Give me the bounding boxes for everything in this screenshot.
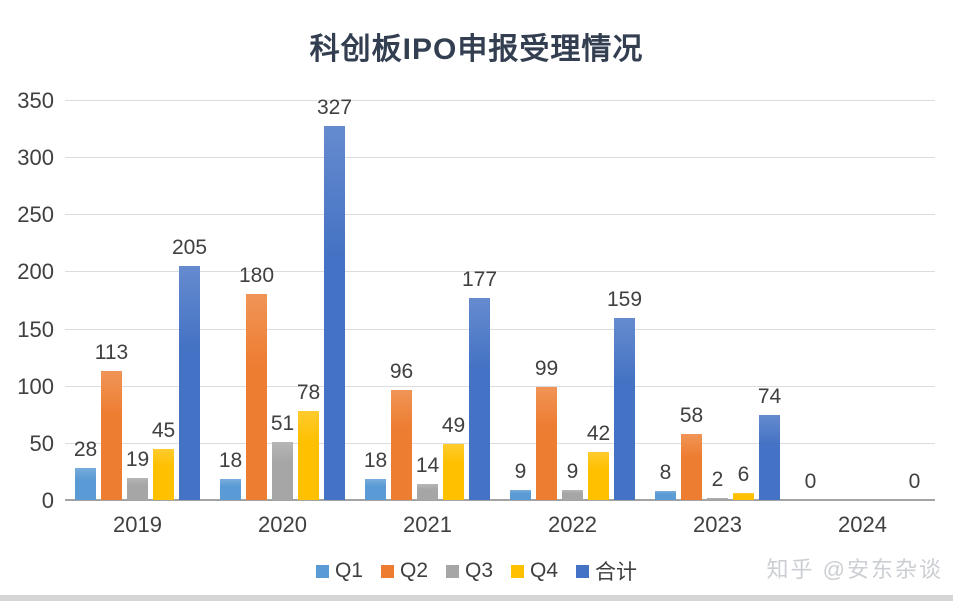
bar-q1-2021	[365, 479, 386, 500]
legend-label: Q3	[465, 559, 494, 582]
bar-value-合计-2024: 0	[908, 470, 921, 493]
bar-value-合计-2022: 159	[606, 288, 643, 312]
legend-swatch-icon	[380, 564, 394, 578]
bar-q3-2020	[272, 441, 293, 500]
bar-q3-2021	[417, 484, 438, 500]
bar-value-q1-2020: 18	[218, 449, 243, 473]
bar-value-q4-2022: 42	[586, 422, 611, 445]
bar-value-q1-2024: 0	[804, 470, 817, 493]
bar-q1-2020	[220, 479, 241, 500]
gridline-50	[65, 442, 935, 444]
chart-title: 科创板IPO申报受理情况	[309, 33, 644, 66]
bar-q1-2019	[75, 468, 96, 500]
bar-合计-2022	[614, 318, 635, 500]
plot-area: 28 113 19 45 205 18 180 51 78 327 18 96 14 49 177 9 99 9 4…	[65, 96, 935, 501]
bar-q3-2023	[707, 497, 728, 500]
legend-label: 合计	[595, 561, 638, 584]
bar-q4-2020	[298, 410, 319, 500]
gridline-300	[65, 157, 935, 159]
bar-q3-2019	[127, 478, 148, 500]
gridline-350	[65, 100, 935, 101]
bar-q2-2019	[101, 370, 122, 500]
bar-value-q3-2022: 9	[566, 459, 579, 483]
bar-合计-2021	[469, 297, 490, 500]
legend-swatch-icon	[576, 564, 590, 578]
bar-value-q1-2021: 18	[363, 449, 388, 473]
bar-value-q2-2020: 180	[238, 264, 275, 288]
x-axis-line	[65, 499, 935, 501]
bar-value-q3-2021: 14	[415, 454, 440, 477]
bar-value-q4-2023: 6	[737, 463, 750, 487]
gridline-100	[65, 385, 935, 387]
legend-item-q3: Q3	[446, 559, 493, 583]
watermark: 知乎 @安东杂谈	[766, 557, 943, 582]
bar-q4-2022	[588, 452, 609, 500]
bar-value-q2-2019: 113	[94, 340, 129, 364]
bar-value-q2-2021: 96	[389, 360, 414, 384]
bar-合计-2020	[324, 126, 345, 500]
bar-value-合计-2021: 177	[461, 267, 498, 291]
y-tick-label-250: 250	[17, 202, 54, 228]
y-tick-label-350: 350	[17, 88, 54, 113]
x-tick-label-2023: 2023	[693, 512, 742, 537]
bar-q3-2022	[562, 489, 583, 500]
legend-label: Q1	[334, 559, 363, 582]
legend-swatch-icon	[315, 564, 329, 578]
gridline-250	[65, 214, 935, 216]
bar-value-合计-2023: 74	[757, 385, 782, 409]
x-tick-label-2019: 2019	[113, 512, 162, 537]
gridline-200	[65, 271, 935, 273]
bar-value-q3-2019: 19	[125, 448, 150, 472]
legend-swatch-icon	[446, 564, 459, 578]
bar-value-q2-2023: 58	[679, 403, 704, 427]
bar-q4-2019	[153, 448, 174, 500]
bar-value-合计-2019: 205	[171, 235, 208, 259]
legend-item-q4: Q4	[511, 559, 558, 583]
legend-label: Q4	[530, 559, 559, 582]
bar-q2-2022	[536, 386, 557, 500]
bar-value-q1-2022: 9	[514, 459, 527, 483]
x-tick-label-2020: 2020	[258, 512, 307, 537]
bottom-edge-strip	[0, 595, 953, 601]
bar-value-q1-2019: 28	[73, 438, 98, 461]
legend-item-q1: Q1	[315, 559, 363, 583]
bar-q1-2022	[510, 489, 531, 500]
bar-value-q1-2023: 8	[659, 460, 672, 484]
legend-label: Q2	[399, 559, 428, 582]
bar-value-q3-2020: 51	[270, 411, 295, 435]
bar-q4-2023	[733, 493, 754, 500]
y-tick-label-50: 50	[29, 430, 54, 456]
bar-q2-2020	[246, 294, 267, 500]
y-tick-label-200: 200	[17, 259, 54, 285]
bar-q2-2021	[391, 390, 412, 500]
legend-item-合计: 合计	[576, 556, 637, 586]
bar-value-合计-2020: 327	[316, 96, 353, 120]
gridline-150	[65, 328, 935, 330]
x-tick-label-2022: 2022	[548, 512, 597, 537]
bar-q4-2021	[443, 444, 464, 500]
y-tick-label-100: 100	[17, 373, 54, 399]
bar-value-q4-2021: 49	[441, 414, 466, 437]
y-tick-label-0: 0	[41, 488, 54, 513]
bar-q1-2023	[655, 490, 676, 500]
legend-swatch-icon	[511, 564, 525, 578]
bar-value-q4-2020: 78	[296, 380, 321, 404]
y-tick-label-150: 150	[17, 316, 54, 342]
x-tick-label-2021: 2021	[403, 512, 452, 537]
y-tick-label-300: 300	[17, 145, 54, 171]
bar-value-q4-2019: 45	[151, 418, 176, 442]
bar-q2-2023	[681, 433, 702, 500]
bar-value-q3-2023: 2	[711, 467, 724, 491]
x-tick-label-2024: 2024	[838, 512, 887, 537]
bar-合计-2019	[179, 265, 200, 500]
legend: Q1 Q2 Q3 Q4 合计	[0, 556, 953, 586]
bar-合计-2023	[759, 415, 780, 500]
bar-value-q2-2022: 99	[534, 356, 559, 380]
legend-item-q2: Q2	[380, 559, 428, 583]
